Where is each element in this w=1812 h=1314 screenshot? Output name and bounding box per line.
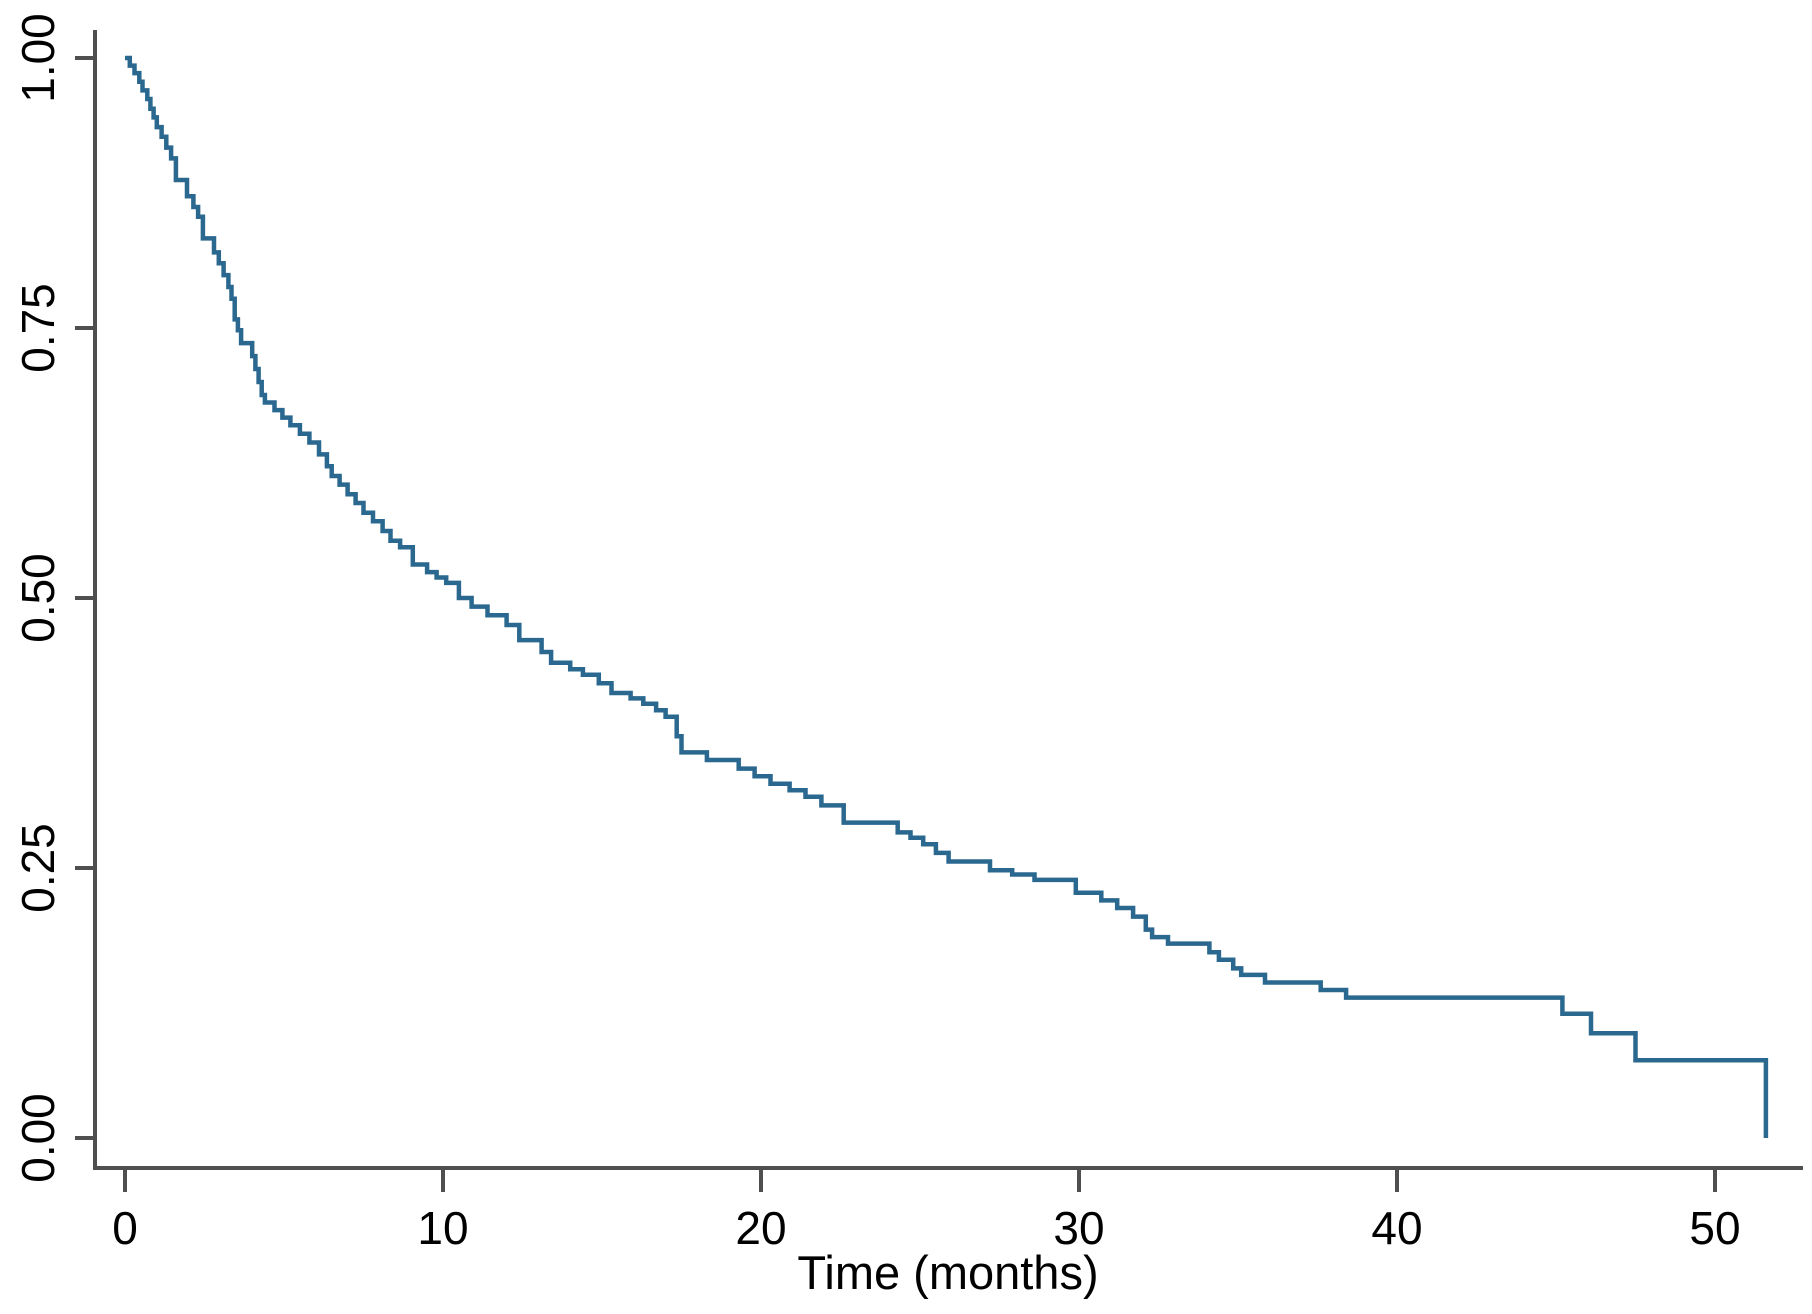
y-tick-label: 0.25 — [12, 823, 64, 913]
y-tick-label: 0.75 — [12, 283, 64, 373]
y-tick-label: 0.50 — [12, 553, 64, 643]
survival-curve — [125, 55, 1769, 1138]
x-tick-label: 50 — [1689, 1202, 1740, 1254]
axis-tick-labels: 0 10 20 30 40 50 0.00 0.25 0.50 0.75 1.00 — [12, 13, 1740, 1254]
x-tick-label: 0 — [112, 1202, 138, 1254]
y-tick-label: 0.00 — [12, 1093, 64, 1183]
axis-ticks — [75, 56, 1717, 1192]
x-axis-title: Time (months) — [797, 1246, 1098, 1299]
x-tick-label: 20 — [735, 1202, 786, 1254]
y-tick-label: 1.00 — [12, 13, 64, 103]
x-tick-label: 10 — [417, 1202, 468, 1254]
survival-curve-group — [125, 55, 1769, 1138]
x-tick-label: 40 — [1371, 1202, 1422, 1254]
x-tick-label: 30 — [1053, 1202, 1104, 1254]
